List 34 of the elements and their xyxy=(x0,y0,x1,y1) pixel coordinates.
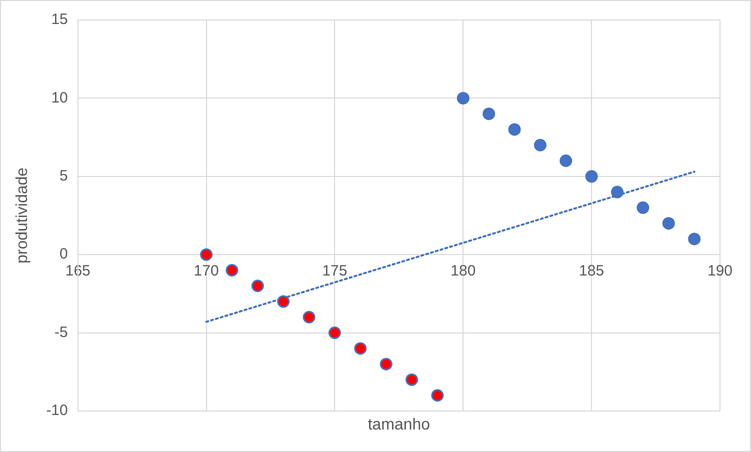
y-axis-title: produtividade xyxy=(14,167,32,264)
x-tick-label: 185 xyxy=(579,262,604,280)
point xyxy=(200,248,213,261)
y-tick-label: -10 xyxy=(46,402,68,420)
point xyxy=(688,232,701,246)
point xyxy=(354,342,367,355)
point xyxy=(508,123,521,136)
point xyxy=(560,154,572,168)
point xyxy=(251,280,264,292)
point xyxy=(482,108,496,120)
y-tick-label: 15 xyxy=(51,11,68,28)
point xyxy=(302,310,316,324)
point xyxy=(611,186,624,198)
x-axis-title: tamanho xyxy=(368,416,430,434)
x-tick-label: 190 xyxy=(707,262,733,280)
y-tick-label: -5 xyxy=(54,324,68,341)
point xyxy=(406,373,418,386)
y-tick-label: 10 xyxy=(51,89,68,106)
point xyxy=(431,389,444,402)
x-tick-label: 180 xyxy=(450,262,476,280)
point xyxy=(380,358,392,370)
x-tick-label: 175 xyxy=(322,262,348,280)
point xyxy=(585,170,598,183)
x-tick-label: 165 xyxy=(65,262,90,280)
point xyxy=(226,264,238,276)
y-tick-label: 5 xyxy=(60,168,68,185)
point xyxy=(534,138,546,152)
x-tick-label: 170 xyxy=(194,262,219,280)
point xyxy=(277,295,290,308)
point xyxy=(662,217,675,230)
point xyxy=(456,92,470,104)
y-tick-label: 0 xyxy=(60,246,68,263)
point xyxy=(328,326,341,340)
point xyxy=(636,201,650,214)
